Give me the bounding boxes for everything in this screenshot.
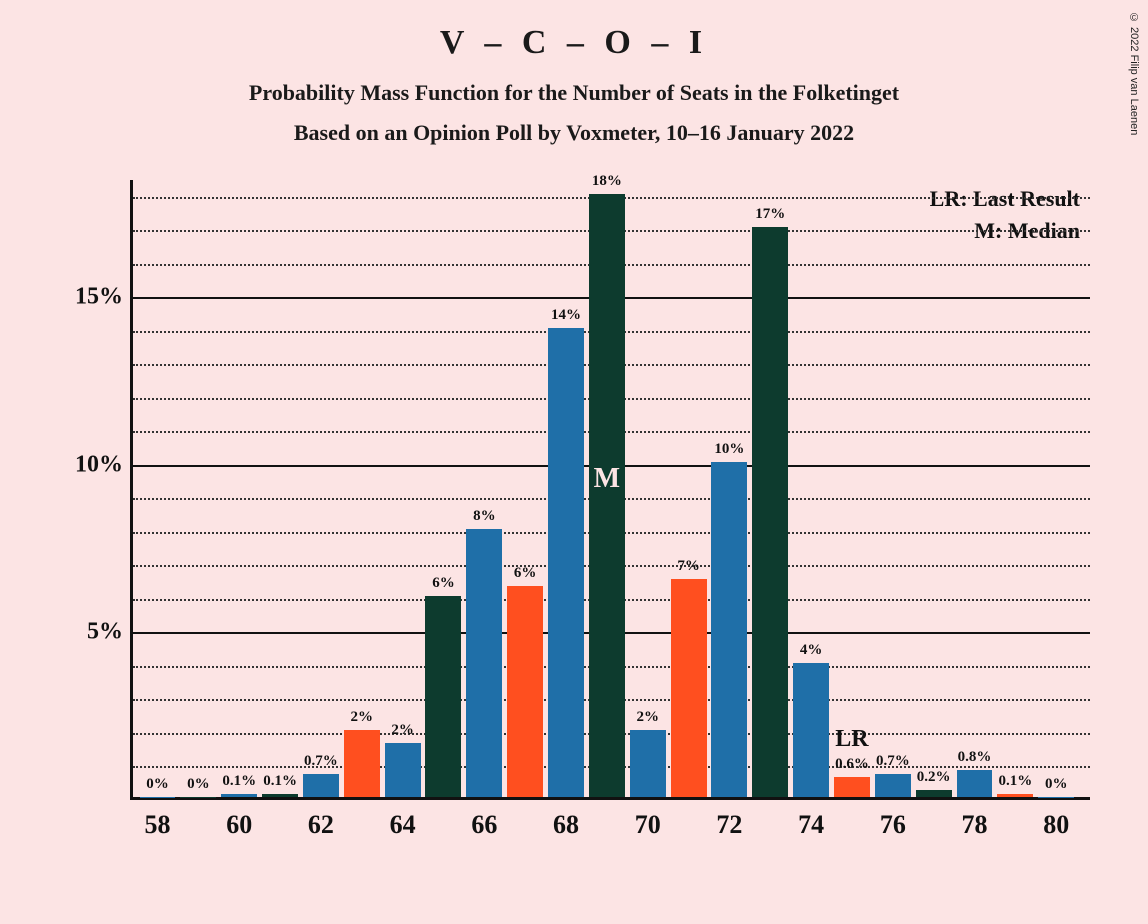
y-axis-label: 5% [63, 619, 123, 646]
x-axis-label: 58 [145, 810, 171, 840]
bar [140, 797, 176, 798]
x-axis-label: 72 [716, 810, 742, 840]
bar [875, 774, 911, 797]
chart-title: V – C – O – I [0, 24, 1148, 62]
bar [507, 586, 543, 797]
bar [957, 770, 993, 797]
x-axis-label: 76 [880, 810, 906, 840]
bar [466, 529, 502, 797]
bar-value-label: 0.1% [222, 773, 256, 790]
bar-value-label: 4% [800, 642, 823, 659]
bar-value-label: 8% [473, 508, 496, 525]
legend: LR: Last Result M: Median [930, 186, 1080, 250]
last-result-marker: LR [835, 726, 868, 753]
bar-value-label: 14% [551, 307, 581, 324]
x-axis-label: 66 [471, 810, 497, 840]
bar [425, 596, 461, 797]
y-axis-label: 15% [63, 284, 123, 311]
bar-value-label: 7% [677, 558, 700, 575]
bar [385, 743, 421, 797]
y-axis-label: 10% [63, 451, 123, 478]
bar-value-label: 0.7% [876, 753, 910, 770]
bar-value-label: 18% [592, 173, 622, 190]
bar [180, 797, 216, 798]
titles: V – C – O – I Probability Mass Function … [0, 0, 1148, 146]
bar-value-label: 6% [514, 565, 537, 582]
bar-value-label: 2% [391, 722, 414, 739]
bar [752, 227, 788, 797]
bar-value-label: 6% [432, 575, 455, 592]
bar-value-label: 0% [187, 776, 210, 793]
x-axis-label: 74 [798, 810, 824, 840]
chart-subtitle-1: Probability Mass Function for the Number… [0, 80, 1148, 106]
bar [630, 730, 666, 797]
bar [793, 663, 829, 797]
chart-area: LR: Last Result M: Median 5% 10% 15% 58 60 62… [60, 180, 1110, 880]
x-axis-label: 62 [308, 810, 334, 840]
bar-value-label: 2% [636, 709, 659, 726]
bar [344, 730, 380, 797]
bar [221, 794, 257, 797]
bar-value-label: 0.7% [304, 753, 338, 770]
bar-value-label: 0% [146, 776, 169, 793]
chart-subtitle-2: Based on an Opinion Poll by Voxmeter, 10… [0, 120, 1148, 146]
x-axis-label: 68 [553, 810, 579, 840]
bar-value-label: 0% [1045, 776, 1068, 793]
legend-lr: LR: Last Result [930, 186, 1080, 212]
plot-area: LR: Last Result M: Median 5%10%15%586062… [130, 180, 1090, 800]
bar [834, 777, 870, 797]
bar [671, 579, 707, 797]
bar-value-label: 0.8% [958, 749, 992, 766]
bar-value-label: 17% [755, 206, 785, 223]
bar [916, 790, 952, 797]
x-axis-label: 80 [1043, 810, 1069, 840]
bar-value-label: 0.1% [263, 773, 297, 790]
bar-value-label: 2% [351, 709, 374, 726]
bar [997, 794, 1033, 797]
x-axis-label: 78 [962, 810, 988, 840]
bar [262, 794, 298, 797]
bar [1038, 797, 1074, 798]
bar [303, 774, 339, 797]
median-marker: M [594, 463, 620, 495]
bar-value-label: 0.2% [917, 769, 951, 786]
bar-value-label: 0.1% [999, 773, 1033, 790]
x-axis-label: 64 [390, 810, 416, 840]
x-axis-label: 60 [226, 810, 252, 840]
x-axis-label: 70 [635, 810, 661, 840]
bar-value-label: 10% [714, 441, 744, 458]
bar [548, 328, 584, 797]
bar-value-label: 0.6% [835, 756, 869, 773]
copyright-text: © 2022 Filip van Laenen [1128, 12, 1140, 135]
bar [711, 462, 747, 797]
